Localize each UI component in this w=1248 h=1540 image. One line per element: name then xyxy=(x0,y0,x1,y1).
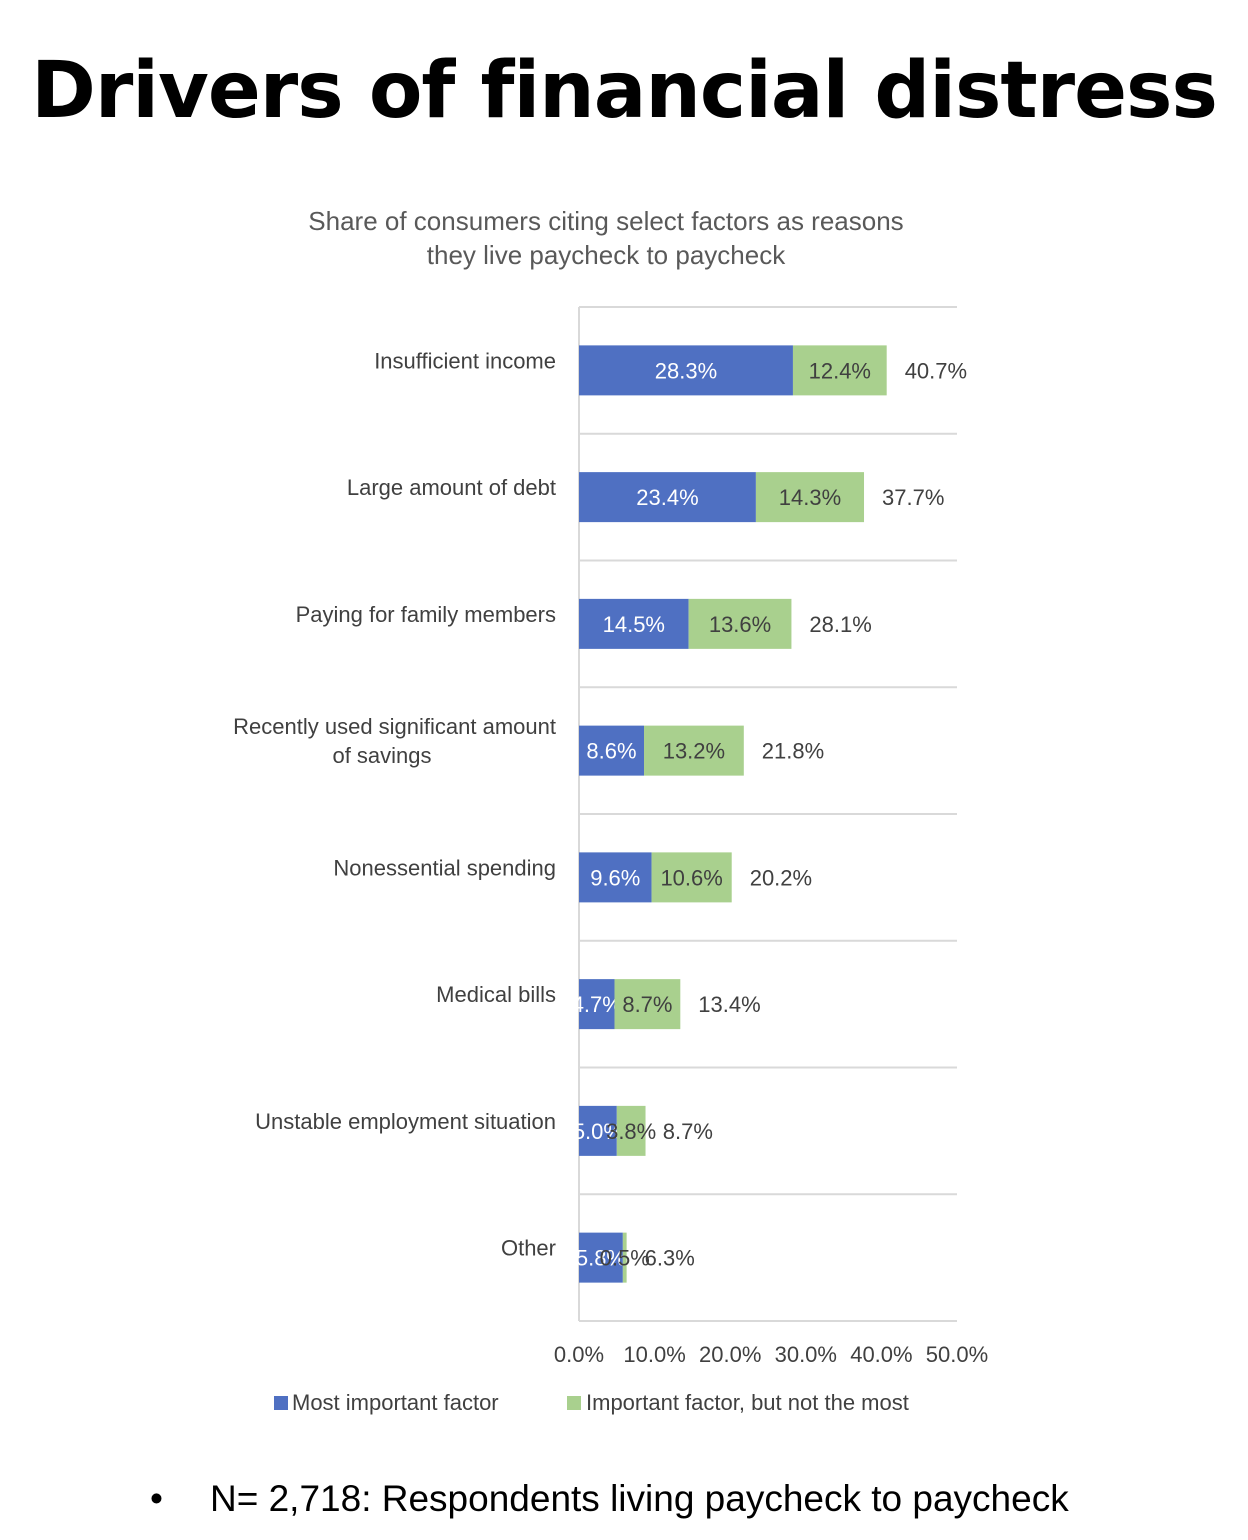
x-tick-label: 0.0% xyxy=(554,1342,604,1367)
category-label: of savings xyxy=(332,743,431,768)
chart-title-line: Share of consumers citing select factors… xyxy=(308,206,903,236)
bar-most-important xyxy=(579,598,689,649)
bar-important-not-most xyxy=(688,598,792,649)
data-label-total: 20.2% xyxy=(750,865,812,890)
category-label: Recently used significant amount xyxy=(233,714,556,739)
data-label-total: 13.4% xyxy=(698,992,760,1017)
data-label-important-not-most: 14.3% xyxy=(779,485,841,510)
data-label-most-important: 14.5% xyxy=(603,612,665,637)
data-label-most-important: 23.4% xyxy=(636,485,698,510)
category-label: Medical bills xyxy=(436,982,556,1007)
bar-important-not-most xyxy=(616,1105,646,1156)
data-label-total: 37.7% xyxy=(882,485,944,510)
data-label-important-not-most: 12.4% xyxy=(809,358,871,383)
chart-title-line: they live paycheck to paycheck xyxy=(427,240,786,270)
x-tick-label: 40.0% xyxy=(850,1342,912,1367)
data-label-most-important: 9.6% xyxy=(590,865,640,890)
footnote: • N= 2,718: Respondents living paycheck t… xyxy=(150,1478,1069,1520)
x-tick-label: 20.0% xyxy=(699,1342,761,1367)
data-label-most-important: 28.3% xyxy=(655,358,717,383)
category-label: Nonessential spending xyxy=(333,855,556,880)
bar-most-important xyxy=(579,472,756,523)
bar-important-not-most xyxy=(792,345,887,396)
footnote-text: N= 2,718: Respondents living paycheck to… xyxy=(210,1478,1069,1519)
legend-label-most-important: Most important factor xyxy=(292,1390,499,1415)
data-label-total: 8.7% xyxy=(663,1119,713,1144)
legend-label-important-not-most: Important factor, but not the most xyxy=(586,1390,909,1415)
stacked-bar-chart: Share of consumers citing select factors… xyxy=(233,206,988,1415)
category-label: Paying for family members xyxy=(296,602,556,627)
x-tick-label: 50.0% xyxy=(926,1342,988,1367)
page-title: Drivers of financial distress xyxy=(31,46,1218,136)
data-label-most-important: 4.7% xyxy=(572,992,622,1017)
data-label-most-important: 5.8% xyxy=(576,1246,626,1271)
bar-important-not-most xyxy=(644,725,744,776)
data-label-important-not-most: 0.5% xyxy=(600,1246,650,1271)
bullet-icon: • xyxy=(150,1478,163,1519)
bar-important-not-most xyxy=(651,852,732,903)
data-label-important-not-most: 3.8% xyxy=(606,1119,656,1144)
data-label-total: 6.3% xyxy=(645,1246,695,1271)
data-label-most-important: 8.6% xyxy=(586,739,636,764)
category-label: Other xyxy=(501,1236,556,1261)
bar-most-important xyxy=(579,1232,623,1283)
x-tick-label: 30.0% xyxy=(775,1342,837,1367)
bar-most-important xyxy=(579,1105,617,1156)
category-label: Unstable employment situation xyxy=(255,1109,556,1134)
legend-swatch-most-important xyxy=(274,1396,288,1410)
bar-most-important xyxy=(579,979,615,1030)
data-label-most-important: 5.0% xyxy=(573,1119,623,1144)
data-label-total: 21.8% xyxy=(762,739,824,764)
data-label-total: 40.7% xyxy=(905,358,967,383)
data-label-important-not-most: 13.6% xyxy=(709,612,771,637)
bar-most-important xyxy=(579,852,652,903)
bar-important-not-most xyxy=(622,1232,627,1283)
data-label-important-not-most: 13.2% xyxy=(663,739,725,764)
category-label: Insufficient income xyxy=(374,348,556,373)
data-label-important-not-most: 10.6% xyxy=(660,865,722,890)
data-label-total: 28.1% xyxy=(809,612,871,637)
data-label-important-not-most: 8.7% xyxy=(622,992,672,1017)
bar-important-not-most xyxy=(755,472,865,523)
bar-important-not-most xyxy=(614,979,681,1030)
bar-most-important xyxy=(579,725,645,776)
x-tick-label: 10.0% xyxy=(623,1342,685,1367)
bar-most-important xyxy=(579,345,793,396)
legend-swatch-important-not-most xyxy=(567,1396,581,1410)
category-label: Large amount of debt xyxy=(347,475,556,500)
